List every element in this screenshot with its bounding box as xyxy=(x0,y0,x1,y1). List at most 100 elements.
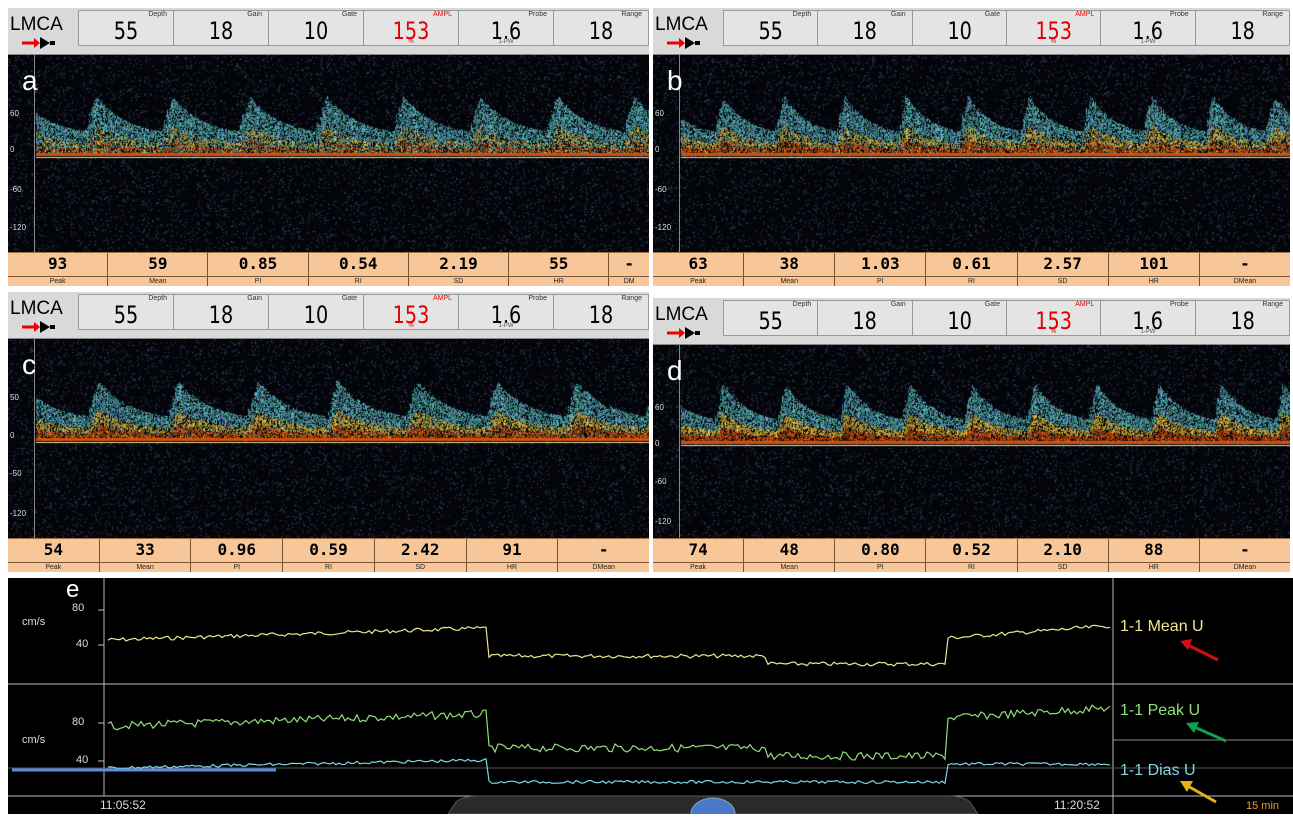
vessel-label: LMCA xyxy=(655,14,708,35)
spectrogram: 60 0 -60 -120 a xyxy=(8,55,649,252)
param-gate: Gate 10 xyxy=(913,11,1007,45)
y-tick: -60 xyxy=(655,185,667,194)
trend-plot xyxy=(8,578,1293,819)
param-depth: Depth 55 xyxy=(724,301,819,335)
trend-panel: e 80 cm/s 40 80 cm/s 40 1-1 Mean U 1-1 P… xyxy=(8,576,1293,819)
ampl-value: 153 xyxy=(392,17,430,45)
stat-peak: 63 Peak xyxy=(653,253,745,286)
param-depth: Depth 55 xyxy=(724,11,819,45)
param-range: Range 18 xyxy=(588,295,642,329)
param-ampl: AMPL 153% xyxy=(364,11,459,45)
panel-letter: d xyxy=(667,355,683,386)
param-gate: Gate 10 xyxy=(269,295,364,329)
stat-pi: 0.96 PI xyxy=(191,539,284,572)
param-gain: Gain 18 xyxy=(174,11,269,45)
panel-c: LMCA Depth 55 Gain 18 Gate 10 AMPL 153% Prob… xyxy=(8,292,649,572)
stat-hr: 91 HR xyxy=(466,539,559,572)
param-probe: Probe 1.6 1-PW xyxy=(459,11,554,45)
spectrogram: 60 0 -60 -120 d xyxy=(653,345,1290,538)
panel-b: LMCA Depth 55 Gain 18 Gate 10 AMPL 153% Prob… xyxy=(653,8,1290,286)
y-tick: -50 xyxy=(10,469,22,478)
panel-header: LMCA Depth 55 Gain 18 Gate 10 AMPL 153% Prob… xyxy=(653,298,1290,345)
param-depth: Depth 55 xyxy=(79,11,174,45)
stat-mean: 33 Mean xyxy=(99,539,192,572)
y-tick: 0 xyxy=(655,145,660,154)
upper-unit-label: cm/s xyxy=(22,616,46,628)
stat-dmean: - DMean xyxy=(558,539,649,572)
y-tick: -120 xyxy=(655,223,672,232)
param-range: Range 18 xyxy=(554,11,648,45)
gain-value: 18 xyxy=(208,17,234,45)
probe-direction-icon xyxy=(22,321,55,333)
y-tick: -120 xyxy=(655,517,672,526)
param-probe: Probe 1.6 1-PW xyxy=(1101,11,1196,45)
stat-peak: 54 Peak xyxy=(8,539,100,572)
y-tick: 0 xyxy=(655,439,660,448)
lower-unit-label: cm/s xyxy=(22,734,46,746)
panel-header: LMCA Depth 55 Gain 18 Gate 10 AMPL 153% Prob… xyxy=(653,8,1290,55)
vessel-label: LMCA xyxy=(10,14,63,35)
upper-tick-80: 80 xyxy=(72,602,85,614)
panel-letter: b xyxy=(667,65,683,96)
y-tick: 60 xyxy=(655,109,664,118)
peak-arrow-icon xyxy=(1186,722,1227,743)
stat-dmean: - DM xyxy=(609,253,649,286)
stat-sd: 2.57 SD xyxy=(1017,253,1109,286)
param-gate: Gate 10 xyxy=(913,301,1007,335)
param-ampl: AMPL 153% xyxy=(1007,11,1102,45)
y-tick: 60 xyxy=(655,403,664,412)
stat-pi: 1.03 PI xyxy=(835,253,927,286)
stats-bar: 93 Peak 59 Mean 0.85 PI 0.54 RI 2.19 SD 55 HR … xyxy=(8,252,649,286)
panel-letter: c xyxy=(22,349,36,380)
stats-bar: 74 Peak 48 Mean 0.80 PI 0.52 RI 2.10 SD 88 HR … xyxy=(653,538,1290,572)
gate-value: 10 xyxy=(303,17,329,45)
lower-tick-40: 40 xyxy=(76,754,89,766)
lower-tick-80: 80 xyxy=(72,716,85,728)
param-gate: Gate 10 xyxy=(269,11,364,45)
legend-dias: 1-1 Dias U xyxy=(1120,762,1196,779)
param-depth: Depth 55 xyxy=(79,295,174,329)
panel-letter: e xyxy=(66,576,80,603)
legend-peak: 1-1 Peak U xyxy=(1120,702,1201,719)
time-span: 15 min xyxy=(1246,800,1280,812)
stat-ri: 0.52 RI xyxy=(926,539,1018,572)
time-start: 11:05:52 xyxy=(100,798,146,812)
stat-ri: 0.61 RI xyxy=(926,253,1018,286)
stat-ri: 0.59 RI xyxy=(283,539,375,572)
dias-arrow-icon xyxy=(1180,781,1217,804)
stat-sd: 2.19 SD xyxy=(408,253,510,286)
param-range: Range 18 xyxy=(1230,11,1283,45)
panel-d: LMCA Depth 55 Gain 18 Gate 10 AMPL 153% Prob… xyxy=(653,298,1290,572)
upper-tick-40: 40 xyxy=(76,638,89,650)
range-value: 18 xyxy=(588,17,614,45)
y-tick: -120 xyxy=(10,509,27,518)
stat-dmean: - DMean xyxy=(1199,253,1290,286)
spectrogram: 60 0 -60 -120 b xyxy=(653,55,1290,252)
stat-mean: 59 Mean xyxy=(108,253,209,286)
spectrogram: 50 0 -50 -120 c xyxy=(8,339,649,538)
panel-header: LMCA Depth 55 Gain 18 Gate 10 AMPL 153% Prob… xyxy=(8,8,649,55)
stat-sd: 2.42 SD xyxy=(374,539,467,572)
stats-bar: 54 Peak 33 Mean 0.96 PI 0.59 RI 2.42 SD 91 HR … xyxy=(8,538,649,572)
param-bar: Depth 55 Gain 18 Gate 10 AMPL 153% Probe 1.6 1… xyxy=(723,10,1290,46)
stat-ri: 0.54 RI xyxy=(308,253,409,286)
time-end: 11:20:52 xyxy=(1054,798,1100,812)
y-tick: -60 xyxy=(10,185,22,194)
y-tick: 0 xyxy=(10,431,15,440)
param-gain: Gain 18 xyxy=(818,11,913,45)
y-tick: -60 xyxy=(655,477,667,486)
param-probe: Probe 1.6 1-PW xyxy=(459,295,554,329)
vessel-label: LMCA xyxy=(10,298,63,319)
stat-pi: 0.80 PI xyxy=(835,539,927,572)
y-tick: -120 xyxy=(10,223,27,232)
panel-a: LMCA Depth 55 Gain 18 Gate 10 AMPL 153% Prob… xyxy=(8,8,649,286)
mean-arrow-icon xyxy=(1180,639,1219,662)
stat-peak: 74 Peak xyxy=(653,539,745,572)
param-bar: Depth 55 Gain 18 Gate 10 AMPL 153% Probe 1.6 1… xyxy=(723,300,1290,336)
param-ampl: AMPL 153% xyxy=(1007,301,1102,335)
stats-bar: 63 Peak 38 Mean 1.03 PI 0.61 RI 2.57 SD 101 HR… xyxy=(653,252,1290,286)
param-probe: Probe 1.6 1-PW xyxy=(1101,301,1196,335)
probe-value: 1.6 xyxy=(490,17,522,45)
legend-mean: 1-1 Mean U xyxy=(1120,618,1204,635)
y-tick: 60 xyxy=(10,109,19,118)
